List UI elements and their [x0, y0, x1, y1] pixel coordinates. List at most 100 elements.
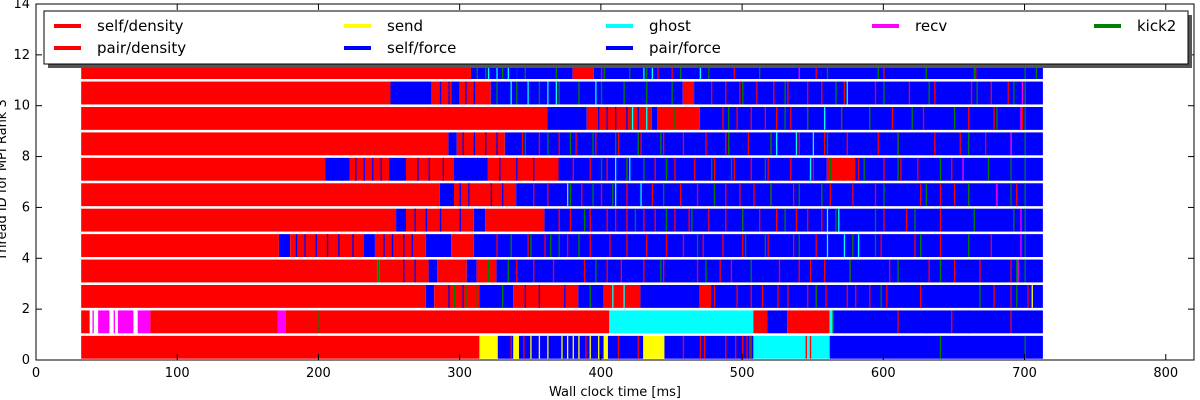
bar-segment-thread-7-density — [405, 157, 455, 181]
task-tick-thread-0-density — [523, 335, 525, 359]
task-tick-thread-7-force — [442, 157, 445, 181]
task-tick-thread-5-density — [775, 208, 778, 232]
task-tick-thread-5-density — [643, 208, 645, 232]
task-tick-thread-6-kick2 — [770, 183, 772, 207]
task-tick-thread-0-send — [566, 335, 569, 359]
task-tick-thread-3-density — [606, 259, 608, 283]
bar-segment-thread-5-force — [473, 208, 486, 232]
task-tick-thread-7-kick2 — [1024, 157, 1026, 181]
bar-segment-thread-6-force — [516, 183, 1043, 207]
task-tick-thread-5-kick2 — [784, 208, 786, 232]
task-tick-thread-3-density — [663, 259, 665, 283]
task-tick-thread-7-density — [790, 157, 792, 181]
task-tick-thread-8-density — [798, 132, 800, 156]
bar-segment-thread-3-force — [428, 259, 438, 283]
task-tick-thread-9-kick2 — [674, 106, 676, 130]
task-tick-thread-4-density — [767, 234, 769, 258]
task-tick-thread-9-kick2 — [911, 106, 913, 130]
task-tick-thread-5-kick2 — [1013, 208, 1015, 232]
task-tick-thread-0-density — [699, 335, 702, 359]
task-tick-thread-0-density — [585, 335, 587, 359]
bar-segment-thread-4-force — [363, 234, 375, 258]
task-tick-thread-0-density — [742, 335, 744, 359]
task-tick-thread-3-density — [1010, 259, 1012, 283]
task-tick-thread-1-force — [968, 310, 970, 334]
task-tick-thread-5-density — [569, 208, 572, 232]
task-tick-thread-3-density — [888, 259, 891, 283]
task-tick-thread-0-density — [617, 335, 620, 359]
task-tick-thread-5-kick2 — [691, 208, 693, 232]
task-tick-thread-6-density — [739, 183, 741, 207]
task-tick-thread-1-recv — [92, 310, 94, 334]
task-tick-thread-5-density — [759, 208, 761, 232]
task-tick-thread-10-force — [411, 81, 413, 105]
task-tick-thread-2-force — [564, 284, 566, 308]
legend-label-ghost: ghost — [649, 17, 691, 35]
task-tick-thread-7-kick2 — [711, 157, 713, 181]
bar-segment-thread-3-kick2 — [377, 259, 380, 283]
task-tick-thread-7-force — [465, 157, 467, 181]
task-tick-thread-10-force — [403, 81, 405, 105]
task-tick-thread-3-recv — [1017, 259, 1019, 283]
task-tick-thread-4-density — [702, 234, 704, 258]
task-tick-thread-2-density — [886, 284, 888, 308]
x-tick-label: 500 — [730, 366, 755, 381]
task-tick-thread-3-density — [583, 259, 586, 283]
task-tick-thread-10-density — [908, 81, 911, 105]
task-tick-thread-2-force — [493, 284, 495, 308]
bar-segment-thread-7-density — [487, 157, 559, 181]
bar-segment-thread-1-density — [787, 310, 830, 334]
task-tick-thread-9-force — [615, 106, 617, 130]
task-tick-thread-7-force — [332, 157, 334, 181]
task-tick-thread-7-kick2 — [665, 157, 668, 181]
bar-segment-thread-9-density — [586, 106, 652, 130]
task-tick-thread-7-ghost — [615, 157, 617, 181]
bar-segment-thread-10-density — [459, 81, 491, 105]
y-tick-label: 8 — [22, 150, 30, 165]
task-tick-thread-8-kick2 — [592, 132, 594, 156]
y-tick-label: 4 — [22, 251, 30, 266]
task-tick-thread-7-force — [428, 157, 430, 181]
task-tick-thread-10-kick2 — [1024, 81, 1026, 105]
legend-label-self-density: self/density — [97, 17, 184, 35]
task-tick-thread-6-density — [852, 183, 854, 207]
x-tick-label: 600 — [871, 366, 896, 381]
task-tick-thread-3-kick2 — [897, 259, 899, 283]
task-tick-thread-7-force — [355, 157, 357, 181]
bar-segment-thread-3-force — [466, 259, 477, 283]
task-tick-thread-4-kick2 — [578, 234, 580, 258]
task-tick-thread-8-density — [682, 132, 685, 156]
bar-segment-thread-7-force — [855, 157, 1043, 181]
task-tick-thread-10-force — [439, 81, 442, 105]
task-tick-thread-2-kick2 — [502, 284, 504, 308]
task-tick-thread-6-density — [953, 183, 956, 207]
task-tick-thread-5-kick2 — [914, 208, 916, 232]
bar-segment-thread-7-density — [826, 157, 856, 181]
task-tick-thread-9-kick2 — [629, 106, 631, 130]
task-tick-thread-3-density — [696, 259, 699, 283]
bar-segment-thread-0-send — [513, 335, 519, 359]
bar-segment-thread-8-density — [456, 132, 505, 156]
task-tick-thread-4-force — [391, 234, 394, 258]
task-tick-thread-7-density — [654, 157, 656, 181]
task-tick-thread-2-force — [462, 284, 464, 308]
task-tick-thread-0-density — [735, 335, 737, 359]
task-tick-thread-0-density — [637, 335, 639, 359]
task-tick-thread-10-kick2 — [784, 81, 786, 105]
task-tick-thread-6-kick2 — [1010, 183, 1012, 207]
task-tick-thread-8-force — [485, 132, 487, 156]
task-tick-thread-8-kick2 — [727, 132, 730, 156]
task-tick-thread-9-kick2 — [1024, 106, 1026, 130]
task-tick-thread-7-density — [812, 157, 815, 181]
task-tick-thread-6-density — [696, 183, 699, 207]
bar-segment-thread-0-force — [497, 335, 514, 359]
task-tick-thread-5-kick2 — [835, 208, 837, 232]
task-tick-thread-1-force — [925, 310, 927, 334]
task-tick-thread-5-density — [615, 208, 617, 232]
task-tick-thread-7-density — [857, 157, 860, 181]
task-tick-thread-4-density — [792, 234, 795, 258]
task-tick-thread-7-kick2 — [829, 157, 831, 181]
bar-segment-thread-4-density — [81, 234, 279, 258]
task-tick-thread-10-kick2 — [496, 81, 498, 105]
task-tick-thread-5-density — [654, 208, 656, 232]
